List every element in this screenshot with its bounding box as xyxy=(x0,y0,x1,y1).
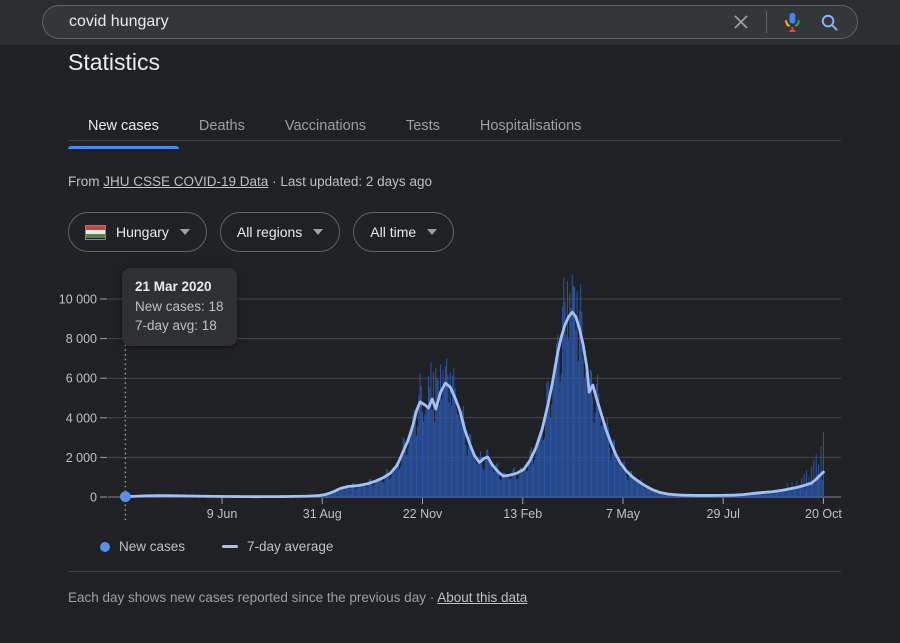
search-icon[interactable] xyxy=(817,10,841,34)
tabs-divider xyxy=(68,140,841,141)
tooltip-avg: 7-day avg: 18 xyxy=(135,316,224,336)
clear-icon[interactable] xyxy=(729,10,753,34)
footer-note: Each day shows new cases reported since … xyxy=(68,590,527,605)
country-filter-button[interactable]: Hungary xyxy=(68,212,207,252)
svg-text:4 000: 4 000 xyxy=(66,411,97,425)
footer-divider xyxy=(68,571,841,572)
time-filter-button[interactable]: All time xyxy=(353,212,454,252)
chart-tooltip: 21 Mar 2020 New cases: 18 7-day avg: 18 xyxy=(122,268,237,346)
tab-vaccinations[interactable]: Vaccinations xyxy=(265,112,386,149)
legend-item-new-cases: New cases xyxy=(100,539,185,554)
svg-text:29 Jul: 29 Jul xyxy=(707,507,740,521)
last-updated-text: Last updated: 2 days ago xyxy=(280,174,432,189)
footer-dot: · xyxy=(430,590,435,605)
tab-hospitalisations[interactable]: Hospitalisations xyxy=(460,112,602,149)
country-filter-label: Hungary xyxy=(116,224,169,240)
mic-icon[interactable] xyxy=(780,10,804,34)
source-prefix: From xyxy=(68,174,100,189)
search-header xyxy=(0,0,900,45)
chevron-down-icon xyxy=(427,229,437,235)
svg-text:22 Nov: 22 Nov xyxy=(403,507,443,521)
filter-row: Hungary All regions All time xyxy=(68,212,454,252)
svg-text:2 000: 2 000 xyxy=(66,451,97,465)
region-filter-button[interactable]: All regions xyxy=(220,212,340,252)
tab-deaths[interactable]: Deaths xyxy=(179,112,265,149)
svg-text:9 Jun: 9 Jun xyxy=(207,507,238,521)
svg-text:13 Feb: 13 Feb xyxy=(503,507,542,521)
chart-legend: New cases 7-day average xyxy=(100,539,333,554)
chevron-down-icon xyxy=(180,229,190,235)
time-filter-label: All time xyxy=(370,224,416,240)
legend-label: New cases xyxy=(119,539,185,554)
svg-text:31 Aug: 31 Aug xyxy=(303,507,342,521)
svg-text:0: 0 xyxy=(90,491,97,505)
footer-text: Each day shows new cases reported since … xyxy=(68,590,426,605)
source-separator: · xyxy=(272,174,277,189)
legend-label: 7-day average xyxy=(247,539,333,554)
search-bar[interactable] xyxy=(42,5,858,39)
svg-text:20 Oct: 20 Oct xyxy=(805,507,842,521)
avg-line-swatch xyxy=(222,545,238,548)
new-cases-dot-swatch xyxy=(100,542,110,552)
chevron-down-icon xyxy=(313,229,323,235)
about-this-data-link[interactable]: About this data xyxy=(437,590,527,605)
searchbar-divider xyxy=(766,11,767,33)
tooltip-date: 21 Mar 2020 xyxy=(135,277,224,297)
svg-text:6 000: 6 000 xyxy=(66,372,97,386)
data-source-line: From JHU CSSE COVID-19 Data · Last updat… xyxy=(68,174,432,189)
hungary-flag-icon xyxy=(85,225,106,240)
region-filter-label: All regions xyxy=(237,224,302,240)
page-title: Statistics xyxy=(68,49,160,76)
source-link[interactable]: JHU CSSE COVID-19 Data xyxy=(103,174,268,189)
tab-new-cases[interactable]: New cases xyxy=(68,112,179,149)
svg-text:7 May: 7 May xyxy=(606,507,641,521)
svg-text:8 000: 8 000 xyxy=(66,332,97,346)
tab-tests[interactable]: Tests xyxy=(386,112,460,149)
search-input[interactable] xyxy=(69,13,729,31)
statistics-tabs: New cases Deaths Vaccinations Tests Hosp… xyxy=(68,112,601,149)
tooltip-new-cases: New cases: 18 xyxy=(135,297,224,317)
svg-text:10 000: 10 000 xyxy=(59,293,97,307)
legend-item-7-day-average: 7-day average xyxy=(222,539,333,554)
